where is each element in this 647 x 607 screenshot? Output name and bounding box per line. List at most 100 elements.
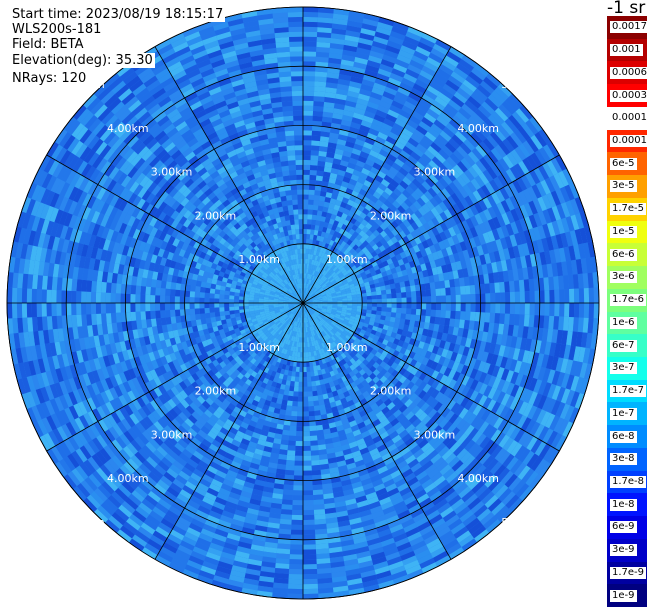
range-gate bbox=[347, 305, 353, 309]
range-gate bbox=[306, 289, 310, 294]
range-gate bbox=[432, 170, 443, 181]
range-gate bbox=[500, 292, 506, 303]
range-gate bbox=[318, 399, 325, 406]
range-gate bbox=[529, 169, 541, 185]
range-gate bbox=[300, 352, 303, 358]
range-gate bbox=[366, 309, 372, 314]
range-gate bbox=[426, 296, 432, 303]
range-gate bbox=[442, 198, 452, 209]
range-gate bbox=[345, 287, 351, 292]
range-gate bbox=[381, 191, 390, 200]
range-gate bbox=[355, 181, 364, 189]
range-gate bbox=[315, 180, 323, 187]
range-gate bbox=[424, 315, 431, 324]
range-gate bbox=[465, 75, 480, 89]
range-gate bbox=[332, 306, 338, 309]
range-gate bbox=[462, 79, 477, 93]
range-gate bbox=[308, 279, 311, 285]
range-gate bbox=[344, 105, 356, 113]
range-gate bbox=[500, 121, 514, 136]
range-gate bbox=[493, 344, 501, 356]
range-gate bbox=[314, 81, 327, 88]
range-gate bbox=[307, 214, 313, 220]
range-gate bbox=[385, 207, 394, 216]
range-gate bbox=[299, 371, 303, 377]
range-gate bbox=[328, 202, 336, 210]
range-gate bbox=[351, 308, 357, 312]
range-gate bbox=[435, 214, 444, 225]
range-gate bbox=[563, 316, 570, 331]
range-gate bbox=[289, 425, 297, 432]
range-gate bbox=[434, 316, 441, 325]
range-gate bbox=[456, 175, 467, 188]
range-gate bbox=[478, 222, 488, 235]
range-gate bbox=[364, 203, 373, 212]
range-gate bbox=[312, 298, 318, 301]
range-gate bbox=[546, 263, 554, 278]
range-gate bbox=[308, 249, 312, 255]
range-gate bbox=[383, 227, 392, 235]
range-gate bbox=[435, 39, 451, 51]
range-gate bbox=[376, 233, 384, 241]
range-gate bbox=[305, 258, 308, 264]
range-gate bbox=[291, 509, 303, 516]
range-gate bbox=[395, 91, 409, 101]
range-gate bbox=[313, 499, 325, 505]
range-gate bbox=[376, 310, 382, 316]
range-gate bbox=[375, 136, 386, 145]
range-gate bbox=[325, 290, 331, 295]
range-gate bbox=[422, 269, 429, 278]
range-gate bbox=[409, 279, 416, 287]
range-gate bbox=[478, 199, 488, 212]
range-gate bbox=[542, 382, 552, 397]
range-gate bbox=[391, 68, 406, 78]
range-gate bbox=[553, 173, 565, 189]
range-gate bbox=[323, 271, 328, 277]
range-gate bbox=[423, 89, 438, 101]
range-gate bbox=[383, 118, 395, 128]
range-gate bbox=[288, 583, 303, 590]
range-gate bbox=[479, 254, 487, 266]
range-gate bbox=[320, 275, 325, 280]
range-gate bbox=[421, 167, 433, 178]
range-gate bbox=[351, 294, 357, 298]
range-gate bbox=[378, 17, 395, 27]
range-gate bbox=[422, 255, 430, 264]
range-gate bbox=[366, 59, 381, 69]
range-gate bbox=[345, 265, 351, 272]
range-gate bbox=[407, 155, 418, 165]
range-gate bbox=[316, 278, 321, 284]
range-gate bbox=[448, 254, 456, 264]
range-gate bbox=[323, 278, 329, 284]
range-gate bbox=[424, 336, 432, 345]
range-gate bbox=[535, 182, 547, 197]
range-gate bbox=[371, 310, 377, 315]
range-gate bbox=[309, 259, 313, 265]
range-gate bbox=[523, 314, 530, 327]
range-gate bbox=[311, 460, 321, 466]
range-gate bbox=[510, 336, 518, 349]
range-gate bbox=[313, 234, 318, 241]
range-gate bbox=[582, 273, 589, 289]
range-gate bbox=[390, 127, 402, 137]
range-gate bbox=[450, 294, 456, 303]
range-gate bbox=[439, 317, 446, 326]
range-gate bbox=[342, 150, 352, 158]
range-gate bbox=[359, 211, 367, 220]
range-gate bbox=[483, 76, 498, 91]
range-gate bbox=[487, 94, 502, 108]
range-gate bbox=[322, 299, 328, 301]
range-gate bbox=[345, 314, 351, 319]
range-gate bbox=[291, 524, 303, 530]
range-gate bbox=[309, 254, 314, 260]
range-gate bbox=[307, 299, 313, 302]
range-gate bbox=[306, 366, 311, 372]
range-gate bbox=[305, 295, 310, 300]
range-gate bbox=[374, 157, 385, 167]
range-gate bbox=[313, 265, 318, 271]
range-gate bbox=[504, 118, 518, 133]
range-gate bbox=[329, 229, 336, 236]
range-gate bbox=[578, 288, 585, 303]
range-gate bbox=[330, 312, 336, 316]
range-gate bbox=[303, 135, 312, 141]
